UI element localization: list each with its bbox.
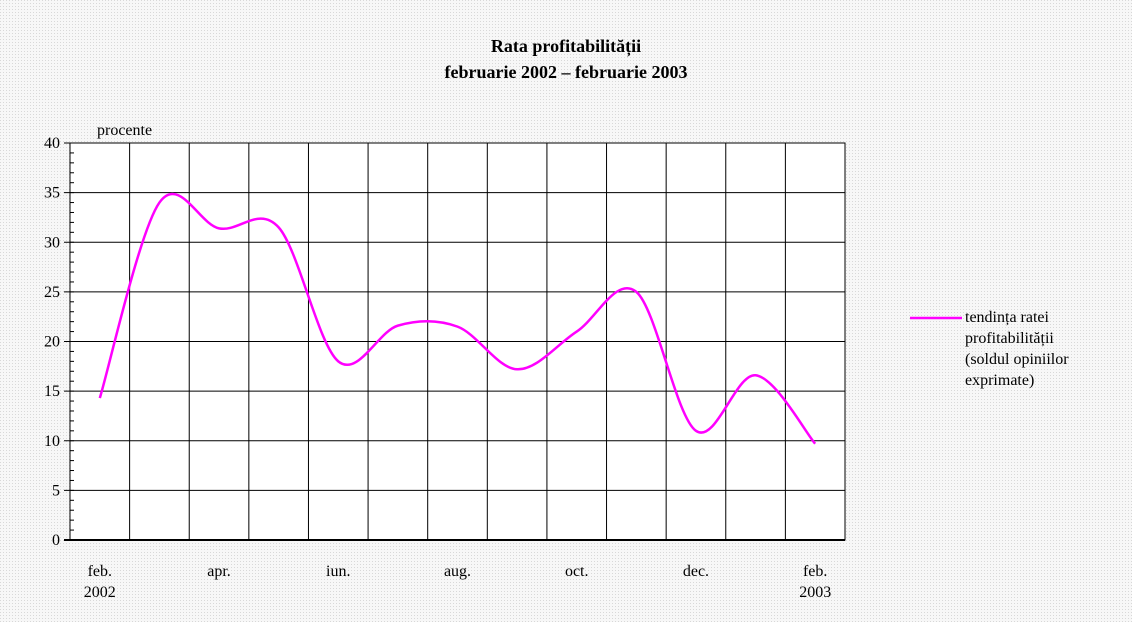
- y-tick-label: 10: [44, 433, 60, 450]
- line-series: [98, 192, 817, 445]
- x-tick-label: iun.: [326, 563, 351, 580]
- y-tick-label: 15: [44, 383, 60, 400]
- y-tick-label: 35: [44, 185, 60, 202]
- y-axis-label: procente: [97, 122, 152, 139]
- y-tick-label: 5: [52, 482, 60, 499]
- x-tick-label: feb. 2002: [83, 563, 116, 601]
- chart-subtitle: februarie 2002 – februarie 2003: [444, 62, 688, 82]
- chart-title: Rata profitabilității: [490, 36, 642, 56]
- x-tick-label: feb. 2003: [799, 563, 832, 601]
- y-tick-label: 40: [44, 135, 60, 152]
- y-tick-label: 25: [44, 284, 60, 301]
- y-tick-label: 0: [52, 532, 60, 549]
- legend-label: tendința ratei profitabilității (soldul …: [965, 309, 1069, 389]
- y-tick-label: 20: [44, 334, 60, 351]
- x-tick-label: oct.: [564, 563, 589, 580]
- x-tick-label: apr.: [207, 563, 231, 580]
- y-tick-label: 30: [44, 234, 60, 251]
- x-tick-label: aug.: [443, 563, 472, 580]
- x-tick-label: dec.: [682, 563, 710, 580]
